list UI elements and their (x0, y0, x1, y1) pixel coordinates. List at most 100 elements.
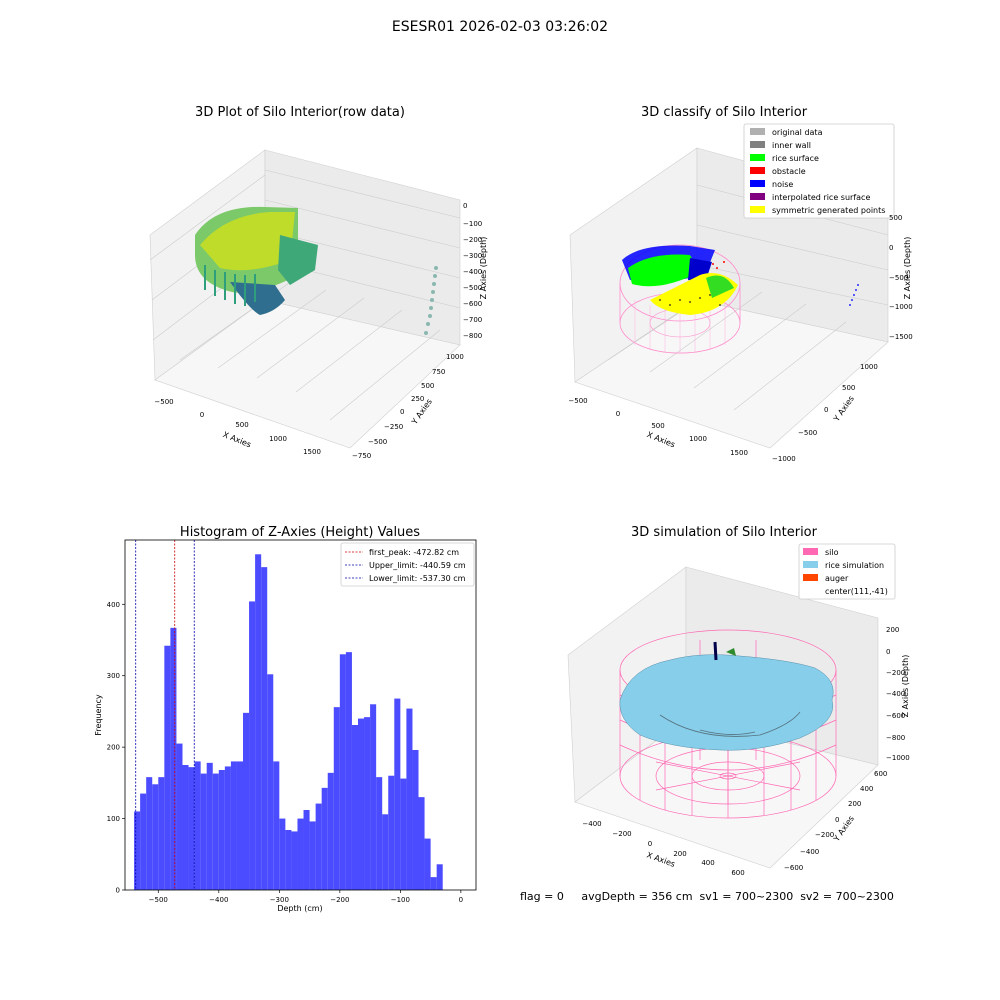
hist-ytick-label: 400 (107, 601, 120, 609)
plot1-ytick-6: 750 (432, 368, 445, 376)
plot2-ztick-0: 500 (889, 214, 902, 222)
plot2-legend-label-0: original data (772, 128, 823, 137)
hist-bar (243, 712, 250, 890)
plot3-xtick-2: 0 (648, 840, 652, 848)
plot1-xtick-3: 1000 (269, 435, 287, 443)
plot3-ztick-0: 200 (886, 626, 899, 634)
hist-ylabel: Frequency (94, 694, 103, 736)
plot2-xtick-2: 500 (651, 422, 664, 430)
plot3-legend-swatch-auger (803, 574, 818, 581)
plot2-ylabel: Y Axies (831, 394, 856, 424)
hist-vlines (135, 540, 195, 890)
hist-bar (339, 654, 346, 890)
plot2-pane-floor (574, 299, 889, 449)
hist-bar (382, 814, 389, 890)
plot1-ztick-6: −600 (463, 300, 482, 308)
hist-bar (261, 567, 268, 890)
hist-bar (400, 778, 407, 890)
plot2-legend-label-3: obstacle (772, 167, 806, 176)
plot1-ztick-2: −200 (463, 236, 482, 244)
plot1-title: 3D Plot of Silo Interior(row data) (195, 105, 405, 120)
hist-bar (351, 725, 358, 890)
hist-bar (291, 831, 298, 890)
plot2-ytick-4: 1000 (860, 363, 878, 371)
plot2-legend-label-5: interpolated rice surface (772, 193, 870, 202)
hist-legend-label-0: first_peak: -472.82 cm (369, 548, 459, 557)
hist-xtick-label: −100 (391, 896, 410, 904)
plot3-xtick-4: 400 (701, 859, 714, 867)
plot2-ytick-2: 0 (824, 406, 828, 414)
plot2-outlier-points (849, 284, 859, 306)
hist-bar (345, 652, 352, 890)
hist-bar (357, 718, 365, 890)
plot1-wall-streaks (204, 265, 256, 306)
plot2-obstacle-points (712, 261, 725, 269)
plot2-ztick-2: −500 (889, 274, 908, 282)
plot3-ztick-3: −400 (886, 690, 905, 698)
hist-bar (285, 830, 292, 890)
hist-bar (255, 554, 262, 890)
plot2-legend-swatch-obstacle (750, 167, 765, 174)
hist-bar (436, 864, 443, 890)
plot1-ytick-2: −250 (384, 423, 403, 431)
plot1-raw-3d: 3D Plot of Silo Interior(row data) −500 … (149, 105, 488, 460)
plot1-surface-cloud (200, 212, 295, 271)
hist-ytick-label: 100 (107, 815, 120, 823)
hist-bar (315, 803, 322, 890)
hist-bar (170, 627, 177, 890)
plot2-zlabel: Z Axies (Depth) (903, 237, 912, 300)
hist-bar (406, 708, 413, 890)
plot1-outlier-points (424, 266, 438, 335)
hist-bar (212, 773, 219, 890)
hist-bar (418, 797, 425, 890)
hist-xlabel: Depth (cm) (277, 904, 322, 913)
hist-xtick-label: −500 (149, 896, 168, 904)
hist-bar (309, 821, 316, 890)
plot1-ytick-1: −500 (368, 438, 387, 446)
plot2-tick-labels: −500 0 500 1000 1500 −1000 −500 0 500 10… (568, 214, 912, 463)
hist-bar (424, 838, 431, 890)
plot1-scatter-cluster (278, 235, 318, 285)
histogram-chart: Histogram of Z-Axies (Height) Values −50… (94, 525, 477, 913)
plot2-xtick-4: 1500 (730, 449, 748, 457)
hist-bar (327, 772, 334, 890)
plot3-legend-label-1: rice simulation (825, 561, 884, 570)
plot1-ztick-3: −300 (463, 252, 482, 260)
plot2-legend-label-6: symmetric generated points (772, 206, 885, 215)
figure-suptitle: ESESR01 2026-02-03 03:26:02 (392, 19, 608, 35)
status-line: flag = 0 avgDepth = 356 cm sv1 = 700~230… (520, 890, 894, 903)
plot1-point-cloud (195, 206, 438, 335)
hist-yticks: 0 100 200 300 400 (107, 601, 125, 895)
hist-bar (249, 601, 256, 890)
hist-ytick-label: 200 (107, 744, 120, 752)
plot3-legend-label-0: silo (825, 548, 839, 557)
hist-bar (182, 765, 189, 890)
plot3-ytick-0: −600 (784, 864, 803, 872)
plot3-legend-swatch-silo (803, 548, 818, 555)
hist-xtick-label: −400 (209, 896, 228, 904)
plot3-ztick-6: −1000 (886, 754, 910, 762)
plot2-ytick-1: −500 (798, 429, 817, 437)
plot2-legend-swatch-noise (750, 180, 765, 187)
hist-bar (206, 762, 213, 890)
plot3-xtick-1: −200 (612, 830, 631, 838)
plot3-auger (713, 641, 736, 661)
hist-bar (188, 767, 195, 890)
plot3-ztick-4: −600 (886, 712, 905, 720)
hist-xticks: −500 −400 −300 −200 −100 0 (149, 890, 463, 904)
plot1-ytick-0: −750 (352, 452, 371, 460)
plot1-xtick-1: 0 (200, 411, 204, 419)
hist-bar (273, 761, 280, 890)
plot1-zlabel: Z Axies (Depth) (479, 237, 488, 300)
hist-legend-label-2: Lower_limit: -537.30 cm (369, 574, 466, 583)
hist-bar (297, 818, 304, 890)
plot2-ytick-0: −1000 (772, 455, 796, 463)
plot1-bottom-cloud (230, 282, 285, 315)
plot3-ytick-5: 400 (860, 785, 873, 793)
plot1-ztick-8: −800 (463, 332, 482, 340)
hist-bar (218, 770, 225, 890)
plot2-legend-label-1: inner wall (772, 141, 811, 150)
hist-xtick-label: 0 (459, 896, 463, 904)
plot3-title: 3D simulation of Silo Interior (631, 525, 818, 540)
hist-bar (370, 704, 377, 890)
